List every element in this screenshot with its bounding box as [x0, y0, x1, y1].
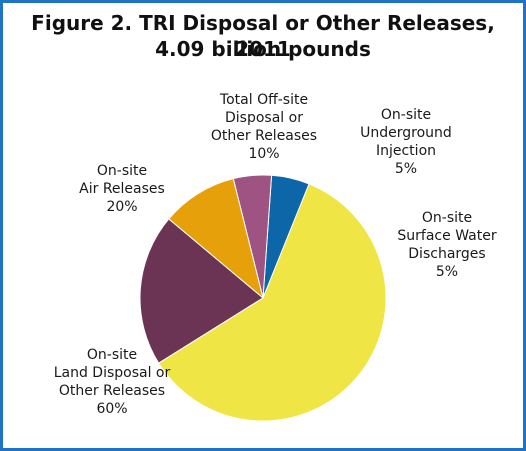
pie-label-line: 5% [395, 161, 417, 177]
pie-label-line: On-site [381, 107, 431, 123]
chart-subtitle: 4.09 billion pounds [155, 37, 371, 61]
pie-label-line: 10% [248, 146, 279, 162]
pie-slice-offsite [168, 178, 264, 300]
pie-label-line: 20% [106, 199, 137, 215]
pie-slices [139, 174, 387, 422]
pie-label-underground: On-site Underground Injection 5% [360, 107, 452, 177]
pie-label-line: Land Disposal or [54, 365, 171, 381]
pie-label-line: Discharges [408, 246, 485, 262]
pie-label-line: Total Off-site [219, 92, 308, 108]
pie-label-line: On-site [97, 163, 147, 179]
pie-label-line: Underground [360, 125, 452, 141]
pie-label-air: On-site Air Releases 20% [79, 163, 165, 215]
pie-slice-air [139, 218, 264, 364]
pie-label-offsite: Total Off-site Disposal or Other Releases 1… [211, 92, 317, 162]
pie-label-line: Other Releases [211, 128, 317, 144]
pie-label-line: Injection [376, 143, 436, 159]
pie-label-line: On-site [422, 210, 472, 226]
pie-label-line: On-site [87, 347, 137, 363]
chart-title: Figure 2. TRI Disposal or Other Releases… [31, 11, 495, 61]
pie-slice-land [158, 183, 387, 422]
pie-label-line: 60% [96, 401, 127, 417]
pie-labels: On-site Surface Water Discharges 5% On-site U… [54, 92, 497, 417]
pie-label-line: Other Releases [59, 383, 165, 399]
pie-label-surface-water: On-site Surface Water Discharges 5% [397, 210, 496, 280]
pie-label-line: 5% [436, 264, 458, 280]
pie-label-line: Air Releases [79, 181, 165, 197]
pie-label-line: Surface Water [397, 228, 496, 244]
pie-label-land: On-site Land Disposal or Other Releases 60% [54, 347, 171, 417]
pie-label-line: Disposal or [225, 110, 303, 126]
